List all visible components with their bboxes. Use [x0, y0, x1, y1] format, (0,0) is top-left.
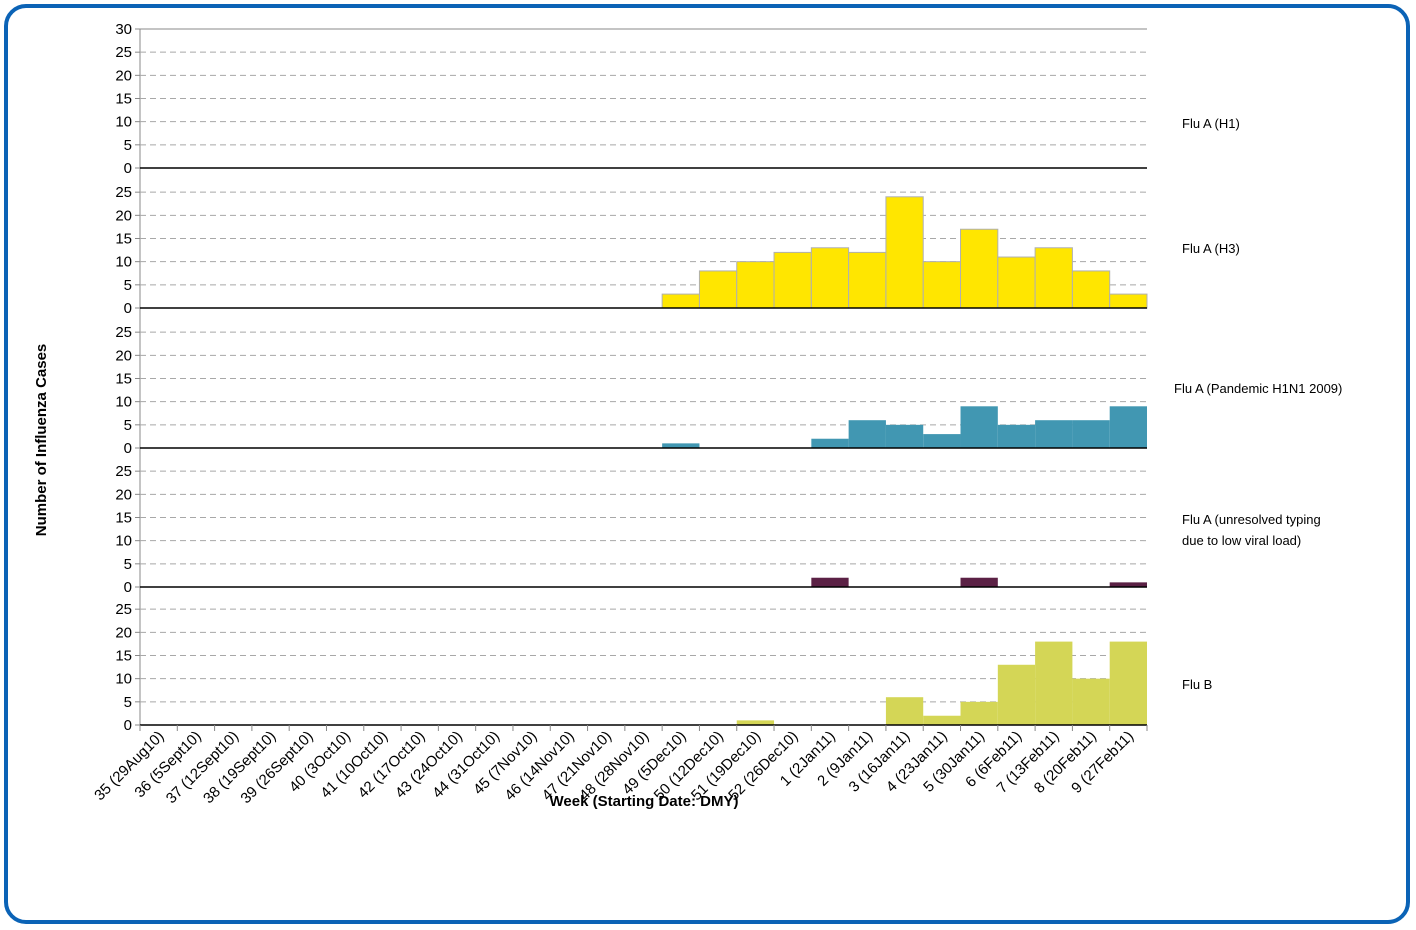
bar-5-17	[736, 720, 775, 725]
series-label-2: Flu A (H3)	[1182, 241, 1240, 256]
y-tick-label: 15	[115, 648, 132, 665]
y-tick-label: 15	[115, 231, 132, 248]
y-tick-label: 20	[115, 486, 132, 503]
series-label-5: Flu B	[1182, 677, 1212, 692]
x-axis-title: Week (Starting Date: DMY)	[550, 793, 739, 810]
bar-2-16	[698, 270, 738, 309]
bar-3-27	[1109, 406, 1147, 448]
y-tick-label: 5	[124, 417, 132, 434]
y-tick-label: 20	[115, 207, 132, 224]
bar-5-27	[1109, 641, 1147, 725]
bar-2-22	[922, 261, 962, 309]
bar-2-15	[661, 293, 700, 309]
bar-3-15	[662, 443, 700, 448]
bar-5-24	[997, 664, 1036, 725]
y-tick-label: 10	[115, 533, 132, 550]
y-tick-label: 10	[115, 114, 132, 131]
y-tick-label: 25	[115, 324, 132, 341]
y-axis-title: Number of Influenza Cases	[33, 344, 50, 537]
bar-2-17	[736, 261, 775, 309]
y-tick-label: 25	[115, 463, 132, 480]
y-tick-label: 5	[124, 277, 132, 294]
chart-frame	[4, 4, 1410, 924]
bar-5-26	[1072, 678, 1110, 725]
y-tick-label: 10	[115, 254, 132, 271]
y-tick-label: 0	[124, 579, 132, 596]
y-tick-label: 25	[115, 184, 132, 201]
y-tick-label: 15	[115, 91, 132, 108]
y-tick-label: 0	[124, 300, 132, 317]
bar-3-22	[923, 434, 961, 448]
y-tick-label: 20	[115, 624, 132, 641]
y-tick-label: 5	[124, 137, 132, 154]
bar-5-23	[960, 701, 998, 725]
bar-2-18	[773, 251, 812, 309]
y-tick-label: 10	[115, 671, 132, 688]
bar-2-25	[1034, 247, 1073, 309]
bar-4-23	[960, 577, 998, 587]
series-label-3: Flu A (Pandemic H1N1 2009)	[1174, 381, 1342, 396]
y-tick-label: 25	[115, 44, 132, 61]
y-tick-label: 20	[115, 347, 132, 364]
bar-4-27	[1109, 582, 1147, 587]
bar-3-26	[1072, 420, 1110, 448]
y-tick-label: 30	[115, 21, 132, 38]
series-label-4: due to low viral load)	[1182, 533, 1301, 548]
bar-3-20	[848, 420, 886, 448]
bar-5-22	[923, 715, 961, 725]
bar-5-25	[1035, 641, 1073, 725]
y-tick-label: 15	[115, 510, 132, 527]
y-tick-label: 0	[124, 160, 132, 177]
series-label-4: Flu A (unresolved typing	[1182, 512, 1321, 527]
bar-3-25	[1035, 420, 1073, 448]
series-label-1: Flu A (H1)	[1182, 116, 1240, 131]
y-tick-label: 5	[124, 694, 132, 711]
bar-2-20	[848, 251, 887, 309]
bar-5-21	[885, 697, 924, 725]
y-tick-label: 0	[124, 717, 132, 734]
y-tick-label: 0	[124, 440, 132, 457]
bar-3-21	[885, 424, 924, 448]
bar-3-19	[811, 438, 849, 448]
bar-2-23	[960, 228, 999, 309]
bar-3-24	[997, 424, 1036, 448]
bar-3-23	[960, 406, 998, 448]
y-tick-label: 25	[115, 601, 132, 618]
bar-4-19	[811, 577, 849, 587]
bar-2-26	[1071, 270, 1111, 309]
bar-2-24	[997, 256, 1036, 309]
y-tick-label: 20	[115, 67, 132, 84]
y-tick-label: 5	[124, 556, 132, 573]
y-tick-label: 10	[115, 394, 132, 411]
y-tick-label: 15	[115, 371, 132, 388]
bar-2-27	[1109, 293, 1148, 309]
bar-2-19	[810, 247, 850, 309]
bar-2-21	[885, 196, 924, 309]
